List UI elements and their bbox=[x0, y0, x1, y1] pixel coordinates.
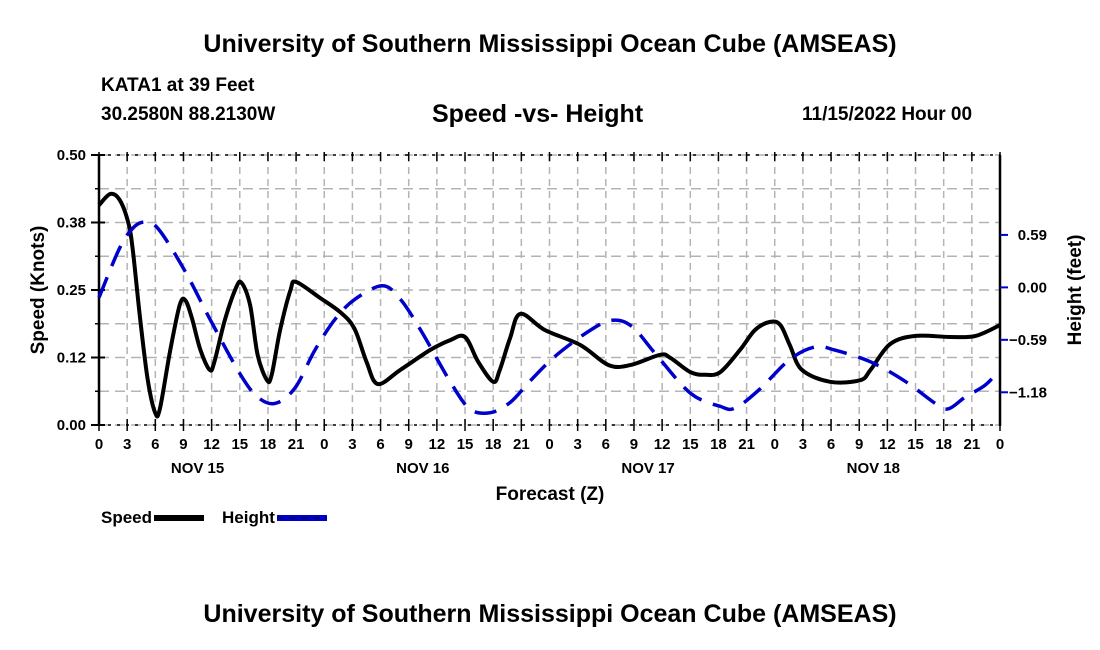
x-tick-label: 18 bbox=[485, 436, 502, 453]
legend-speed-label: Speed bbox=[101, 508, 153, 527]
y-axis-ticks: 0.00 0.12 0.25 0.38 0.50 bbox=[57, 147, 105, 434]
y-tick-label: 0.12 bbox=[57, 350, 86, 367]
y-tick-label: 0.38 bbox=[57, 215, 86, 232]
x-tick-label: 0 bbox=[95, 436, 103, 453]
x-tick-label: 18 bbox=[260, 436, 277, 453]
legend-height-label: Height bbox=[222, 508, 275, 527]
x-tick-label: 6 bbox=[827, 436, 835, 453]
x-tick-label: 21 bbox=[738, 436, 755, 453]
page-title: University of Southern Mississippi Ocean… bbox=[203, 30, 897, 58]
day-label: NOV 16 bbox=[396, 460, 449, 477]
y2-axis-label: Height (feet) bbox=[1065, 235, 1086, 346]
x-tick-label: 3 bbox=[123, 436, 131, 453]
x-tick-label: 12 bbox=[429, 436, 446, 453]
x-tick-label: 21 bbox=[964, 436, 981, 453]
y2-tick-label: −0.59 bbox=[1009, 332, 1047, 349]
x-tick-label: 12 bbox=[654, 436, 671, 453]
x-tick-label: 6 bbox=[151, 436, 159, 453]
legend-height-swatch bbox=[276, 515, 327, 521]
x-tick-label: 3 bbox=[348, 436, 356, 453]
x-tick-label: 3 bbox=[573, 436, 581, 453]
x-tick-label: 12 bbox=[879, 436, 896, 453]
series-line-speed bbox=[97, 191, 1001, 419]
y-tick-label: 0.50 bbox=[57, 147, 86, 164]
x-axis-ticks: 0 3 6 9 12 15 18 21 0 3 6 9 12 15 18 21 0 3 6 9 12 15 18 21 0 3 6 9… bbox=[95, 152, 1004, 477]
series-lines bbox=[97, 191, 1002, 419]
x-tick-label: 9 bbox=[179, 436, 187, 453]
x-tick-label: 21 bbox=[513, 436, 530, 453]
x-tick-label: 0 bbox=[996, 436, 1004, 453]
x-tick-label: 3 bbox=[799, 436, 807, 453]
x-tick-label: 0 bbox=[771, 436, 779, 453]
y-tick-label: 0.00 bbox=[57, 417, 86, 434]
y2-axis-ticks: 0.59 0.00 −0.59 −1.18 bbox=[1000, 227, 1047, 401]
x-tick-label: 9 bbox=[855, 436, 863, 453]
day-label: NOV 17 bbox=[621, 460, 674, 477]
x-axis-label: Forecast (Z) bbox=[496, 484, 605, 505]
x-tick-label: 6 bbox=[602, 436, 610, 453]
x-tick-label: 0 bbox=[545, 436, 553, 453]
station-label: KATA1 at 39 Feet bbox=[101, 75, 255, 96]
x-tick-label: 15 bbox=[682, 436, 699, 453]
x-tick-label: 18 bbox=[935, 436, 952, 453]
x-tick-label: 9 bbox=[405, 436, 413, 453]
x-tick-label: 18 bbox=[710, 436, 727, 453]
footer-title: University of Southern Mississippi Ocean… bbox=[203, 600, 897, 628]
forecast-datetime: 11/15/2022 Hour 00 bbox=[802, 104, 973, 125]
x-tick-label: 9 bbox=[630, 436, 638, 453]
coordinates-label: 30.2580N 88.2130W bbox=[101, 104, 276, 125]
y-tick-label: 0.25 bbox=[57, 282, 86, 299]
x-tick-label: 21 bbox=[288, 436, 305, 453]
x-tick-label: 15 bbox=[231, 436, 248, 453]
y2-tick-label: 0.59 bbox=[1018, 227, 1047, 244]
chart-title: Speed -vs- Height bbox=[432, 100, 644, 128]
y2-tick-label: −1.18 bbox=[1009, 384, 1047, 401]
day-label: NOV 15 bbox=[171, 460, 224, 477]
x-tick-label: 0 bbox=[320, 436, 328, 453]
x-tick-label: 6 bbox=[376, 436, 384, 453]
x-tick-label: 12 bbox=[203, 436, 220, 453]
series-line-height bbox=[97, 220, 1002, 416]
legend-item-speed: Speed bbox=[101, 508, 205, 528]
x-tick-label: 15 bbox=[907, 436, 924, 453]
y2-tick-label: 0.00 bbox=[1018, 279, 1047, 296]
x-tick-label: 15 bbox=[457, 436, 474, 453]
day-label: NOV 18 bbox=[847, 460, 900, 477]
y-axis-label: Speed (Knots) bbox=[28, 226, 49, 355]
legend-item-height: Height bbox=[222, 508, 327, 528]
legend: Speed Height bbox=[101, 508, 345, 528]
legend-speed-swatch bbox=[154, 515, 205, 521]
